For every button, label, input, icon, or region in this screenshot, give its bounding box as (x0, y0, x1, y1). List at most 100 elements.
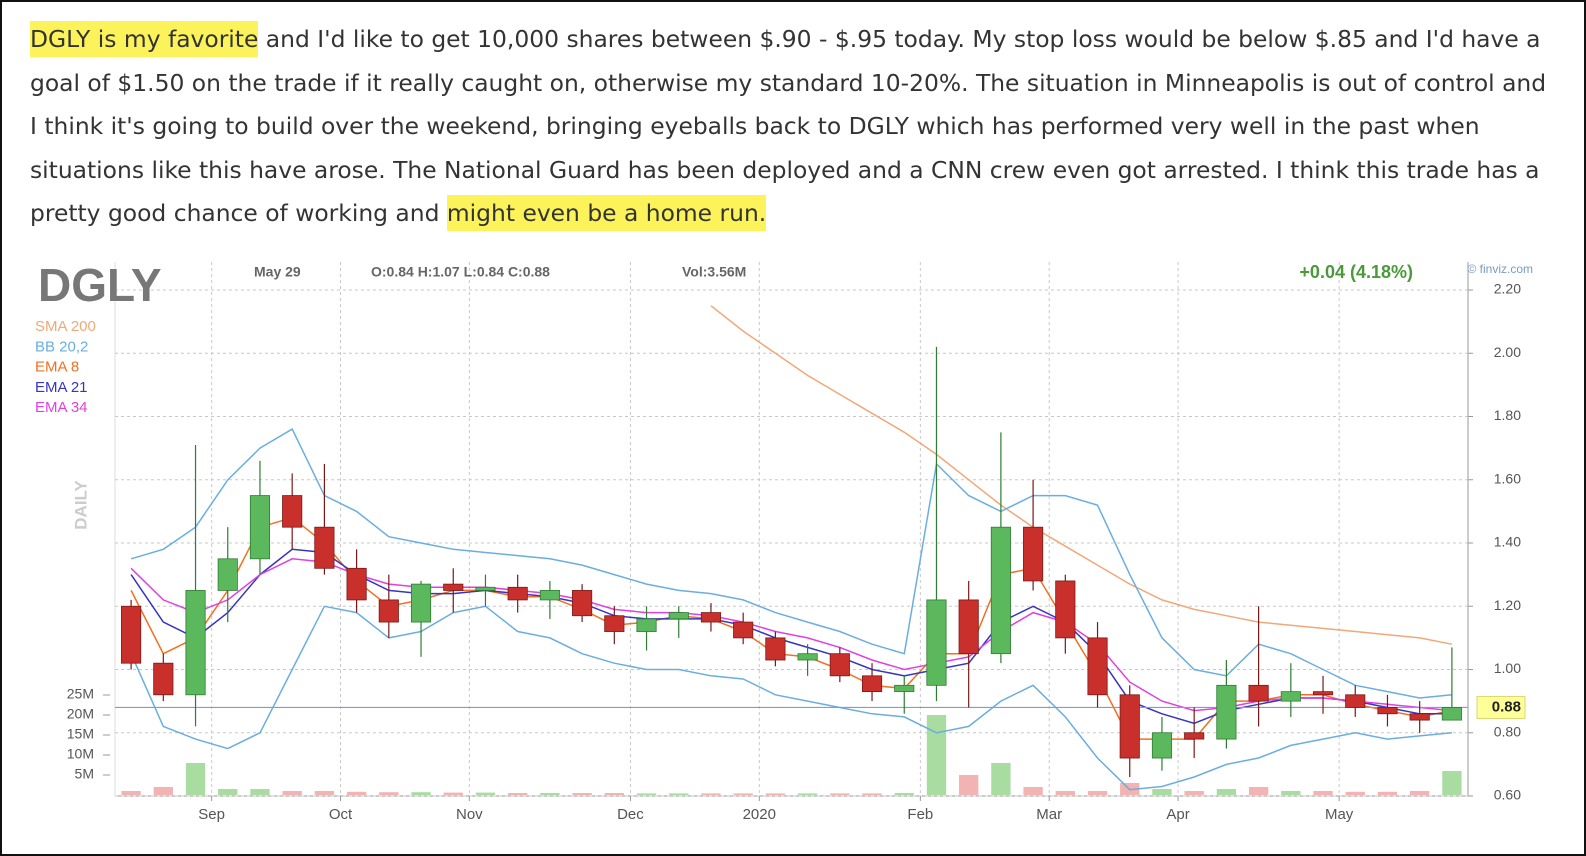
x-tick-label: Apr (1166, 806, 1189, 823)
volume-bar (1442, 771, 1462, 795)
ohlc: O:0.84 H:1.07 L:0.84 C:0.88 (371, 264, 550, 280)
candle-body (1055, 580, 1076, 639)
candle-body (1280, 691, 1301, 702)
indicator-line (130, 428, 1452, 699)
candle-body (185, 590, 206, 696)
candle-body (410, 583, 432, 623)
y-tick-label: 1.60 (1494, 470, 1521, 486)
date: May 29 (254, 264, 301, 280)
candle-body (1184, 732, 1205, 740)
volume-tick-label: 15M (67, 726, 94, 742)
candle-body (1345, 694, 1366, 708)
candle-body (990, 526, 1011, 655)
candle-body (249, 495, 271, 560)
candle-body (1023, 526, 1044, 582)
x-tick-label: Mar (1036, 806, 1062, 823)
volume-bar (1345, 791, 1365, 795)
candle-body (572, 590, 593, 617)
volume-bar (604, 793, 624, 795)
candle-body (1312, 691, 1334, 696)
period: DAILY (71, 480, 90, 530)
volume-info: Vol:3.56M (682, 264, 746, 280)
y-tick-label: 1.00 (1494, 660, 1521, 676)
candle-body (1377, 707, 1398, 715)
volume-bar (1248, 787, 1269, 795)
volume-bar (411, 792, 431, 795)
y-tick-label: 1.20 (1494, 597, 1521, 613)
candle-layer (121, 346, 1462, 778)
volume-bar (218, 789, 238, 795)
volume-bar (636, 793, 657, 795)
volume-bar (346, 791, 367, 795)
volume-tick-label: 25M (67, 686, 94, 702)
candle-body (378, 599, 399, 623)
volume-bar (379, 792, 399, 795)
candle-body (1119, 694, 1140, 759)
indicator-line (710, 305, 1453, 645)
candle-body (700, 612, 722, 623)
candle-body (894, 684, 915, 693)
x-tick-label: Sep (198, 806, 225, 823)
indicator-line (130, 605, 1452, 791)
post-body: and I'd like to get 10,000 shares betwee… (30, 25, 1547, 227)
volume-bar (701, 793, 721, 795)
volume-bar (1087, 791, 1108, 795)
candle-body (861, 675, 883, 693)
volume-bar (894, 793, 914, 795)
volume-bar (862, 793, 882, 795)
volume-bar (669, 793, 689, 795)
candle-body (1151, 732, 1173, 759)
y-tick-label: 2.20 (1494, 281, 1521, 297)
candle-body (346, 567, 367, 601)
y-tick-label: 0.60 (1494, 787, 1521, 803)
volume-bar (1023, 787, 1043, 795)
legend-entry: EMA 34 (35, 399, 88, 416)
volume-bar (540, 793, 560, 795)
candle-body (475, 586, 496, 591)
volume-bar (443, 792, 463, 795)
last-price-label: 0.88 (1492, 698, 1521, 715)
candle-body (797, 653, 818, 661)
candle-body (1409, 713, 1430, 721)
volume-bar (959, 775, 979, 795)
x-tick-label: May (1325, 806, 1354, 823)
x-tick-label: Oct (329, 806, 353, 823)
volume-bar (1216, 789, 1237, 795)
legend-entry: EMA 8 (35, 359, 79, 376)
candle-body (153, 662, 174, 696)
candle-body (604, 615, 625, 632)
highlight: DGLY is my favorite (30, 21, 259, 57)
volume-bar (153, 787, 173, 795)
volume-bar (991, 763, 1011, 795)
volume-bar (572, 793, 592, 795)
candle-body (829, 653, 850, 677)
source: © finviz.com (1467, 262, 1533, 276)
chart-background (30, 252, 1545, 837)
x-tick-label: Nov (456, 806, 483, 823)
volume-tick-label: 5M (75, 766, 94, 782)
candle-body (636, 618, 657, 632)
candle-body (1248, 684, 1269, 702)
volume-bar (185, 763, 206, 795)
change: +0.04 (4.18%) (1299, 262, 1413, 282)
volume-tick-label: 10M (67, 746, 94, 762)
volume-bar (1281, 791, 1301, 795)
legend-entry: EMA 21 (35, 379, 88, 396)
volume-bar (1313, 791, 1333, 795)
volume-bar (250, 789, 270, 795)
candle-body (958, 599, 979, 655)
volume-tick-label: 20M (67, 706, 94, 722)
post-text: DGLY is my favorite and I'd like to get … (30, 18, 1550, 236)
last-price-box (1476, 695, 1526, 719)
volume-bar (508, 793, 528, 795)
x-tick-label: Dec (617, 806, 644, 823)
volume-bar (1055, 791, 1075, 795)
candle-body (443, 583, 464, 591)
candle-body (121, 605, 142, 664)
volume-bar (314, 791, 335, 795)
candle-body (282, 495, 303, 528)
candle-body (314, 526, 335, 569)
y-tick-label: 1.80 (1494, 407, 1521, 423)
candle-body (1216, 684, 1237, 740)
